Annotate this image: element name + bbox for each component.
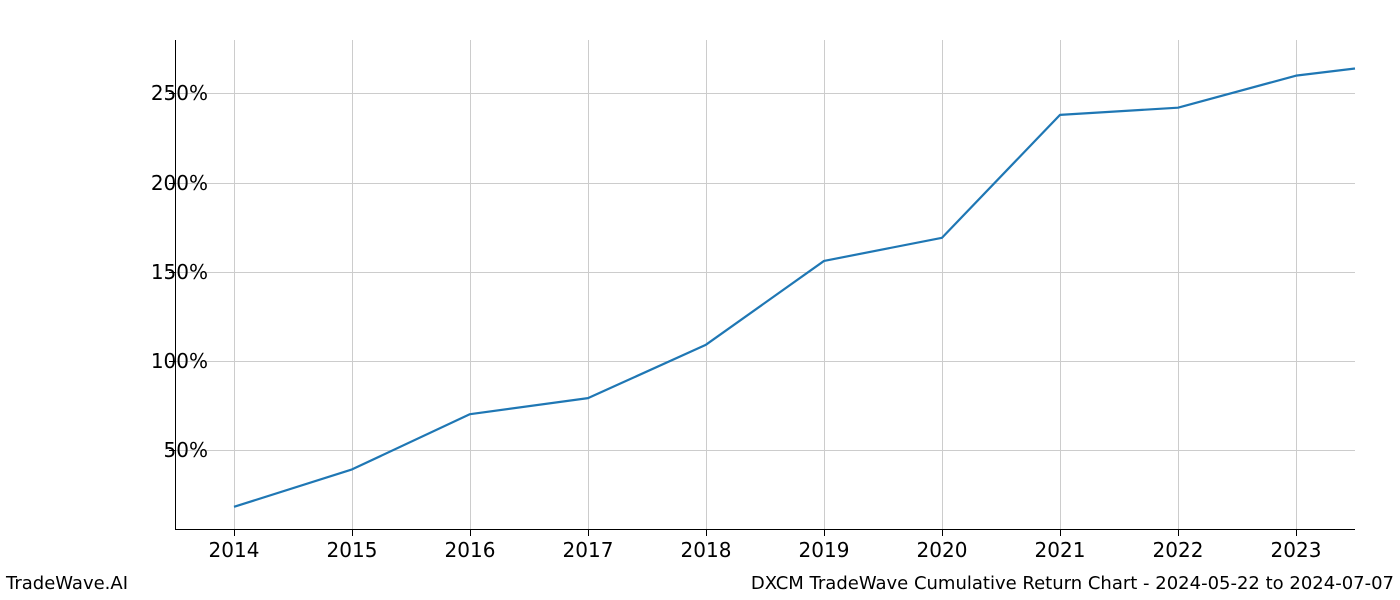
x-tick-mark	[588, 530, 589, 536]
x-tick-label: 2016	[445, 538, 496, 562]
y-tick-label: 200%	[151, 171, 208, 195]
y-tick-label: 150%	[151, 260, 208, 284]
x-tick-mark	[824, 530, 825, 536]
footer-left-text: TradeWave.AI	[6, 573, 128, 594]
x-tick-mark	[234, 530, 235, 536]
x-tick-label: 2019	[799, 538, 850, 562]
x-tick-mark	[352, 530, 353, 536]
x-tick-mark	[1060, 530, 1061, 536]
x-tick-mark	[470, 530, 471, 536]
x-tick-mark	[942, 530, 943, 536]
chart-plot-area	[175, 40, 1355, 530]
x-tick-label: 2014	[209, 538, 260, 562]
series-line	[234, 69, 1355, 507]
x-tick-label: 2023	[1271, 538, 1322, 562]
y-tick-label: 100%	[151, 349, 208, 373]
x-tick-mark	[1178, 530, 1179, 536]
x-tick-label: 2015	[327, 538, 378, 562]
x-tick-mark	[706, 530, 707, 536]
x-tick-label: 2020	[917, 538, 968, 562]
footer-right-text: DXCM TradeWave Cumulative Return Chart -…	[751, 573, 1394, 594]
cumulative-return-line	[175, 40, 1355, 530]
x-tick-label: 2018	[681, 538, 732, 562]
x-tick-label: 2022	[1153, 538, 1204, 562]
y-tick-label: 50%	[164, 438, 208, 462]
x-tick-label: 2021	[1035, 538, 1086, 562]
x-tick-label: 2017	[563, 538, 614, 562]
y-tick-label: 250%	[151, 81, 208, 105]
x-tick-mark	[1296, 530, 1297, 536]
